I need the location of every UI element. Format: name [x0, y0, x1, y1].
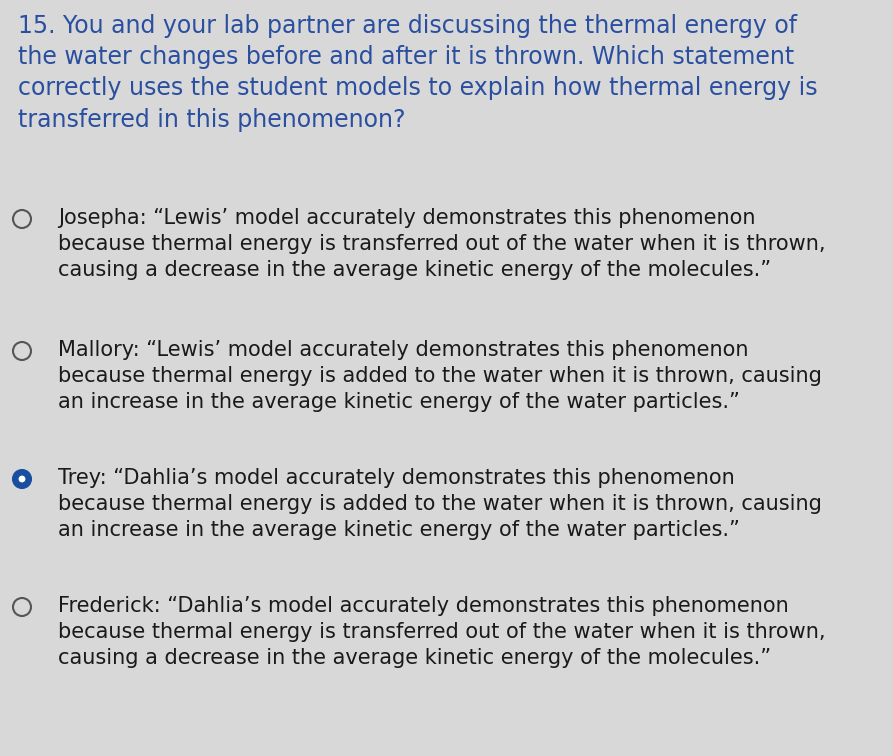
Text: Trey: “Dahlia’s model accurately demonstrates this phenomenon
because thermal en: Trey: “Dahlia’s model accurately demonst… [58, 468, 822, 540]
Circle shape [13, 210, 31, 228]
Text: 15. You and your lab partner are discussing the thermal energy of
the water chan: 15. You and your lab partner are discuss… [18, 14, 818, 132]
Circle shape [13, 470, 31, 488]
Circle shape [13, 342, 31, 360]
Text: Frederick: “Dahlia’s model accurately demonstrates this phenomenon
because therm: Frederick: “Dahlia’s model accurately de… [58, 596, 825, 668]
Circle shape [13, 598, 31, 616]
Text: Mallory: “Lewis’ model accurately demonstrates this phenomenon
because thermal e: Mallory: “Lewis’ model accurately demons… [58, 340, 822, 412]
Text: Josepha: “Lewis’ model accurately demonstrates this phenomenon
because thermal e: Josepha: “Lewis’ model accurately demons… [58, 208, 825, 280]
Circle shape [19, 476, 25, 482]
